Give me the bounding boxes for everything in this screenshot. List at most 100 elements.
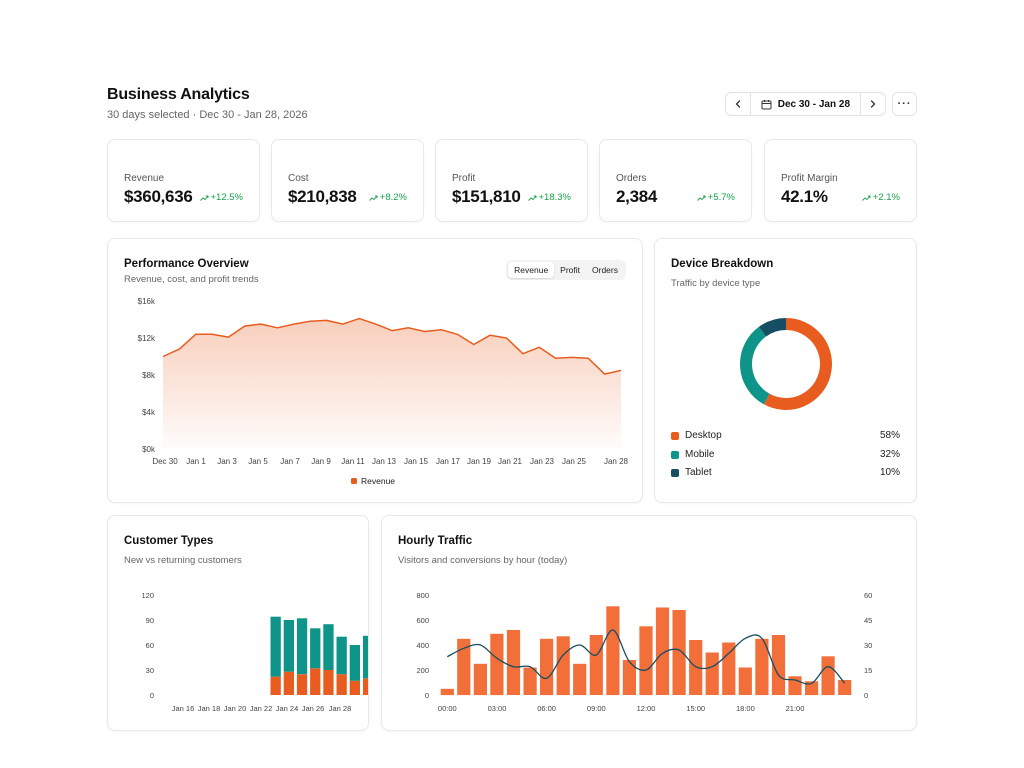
bar-visitors (689, 640, 703, 695)
kpi-value: $360,636 (124, 187, 193, 206)
next-range-button[interactable] (861, 93, 885, 115)
x-tick-label: 12:00 (637, 704, 656, 713)
kpi-card-orders: Orders 2,384 +5.7% (599, 139, 752, 222)
bar-visitors (506, 630, 521, 695)
card-title: Hourly Traffic (398, 535, 473, 547)
bar-returning (310, 628, 321, 669)
donut-slice-desktop (763, 318, 832, 410)
legend-item-tablet: Tablet 10% (671, 467, 900, 478)
more-options-button[interactable]: ··· (892, 92, 917, 116)
bar-visitors (655, 607, 670, 695)
bar-visitors (738, 667, 752, 695)
date-range-picker: Dec 30 - Jan 28 (724, 92, 886, 116)
bar-visitors (457, 638, 471, 696)
x-tick-label: Jan 11 (341, 457, 365, 466)
kpi-card-profit: Profit $151,810 +18.3% (435, 139, 588, 222)
prev-range-button[interactable] (726, 93, 750, 115)
x-tick-label: Jan 13 (372, 457, 397, 466)
x-tick-label: 00:00 (438, 704, 457, 713)
calendar-icon (761, 99, 772, 109)
kpi-delta: +12.5% (199, 192, 244, 203)
legend-label: Revenue (361, 476, 395, 486)
page-subtitle: 30 days selected · Dec 30 - Jan 28, 2026 (107, 109, 308, 121)
bar-new (270, 676, 281, 695)
x-tick-label: 09:00 (587, 704, 606, 713)
y-tick-label-right: 30 (864, 641, 872, 650)
trend-up-icon (368, 195, 378, 201)
date-range-button[interactable]: Dec 30 - Jan 28 (749, 93, 861, 115)
card-subtitle: Visitors and conversions by hour (today) (398, 555, 568, 566)
y-tick-label-right: 15 (864, 666, 872, 675)
card-subtitle: Traffic by device type (671, 278, 761, 289)
bar-visitors (722, 642, 736, 695)
tab-revenue[interactable]: Revenue (508, 262, 555, 278)
y-tick-label: $8k (142, 371, 156, 380)
bar-visitors (573, 663, 587, 696)
hourly-traffic-chart: 0 200 400 600 800 0 15 30 45 60 00:00 03:00 06:00 09:… (416, 591, 872, 713)
y-tick-label-left: 200 (416, 666, 429, 675)
bar-visitors (589, 635, 603, 695)
kpi-delta: +2.1% (861, 192, 900, 203)
page-title: Business Analytics (107, 86, 250, 103)
legend-swatch (671, 431, 679, 440)
x-tick-label: Jan 19 (467, 457, 492, 466)
y-tick-label-left: 600 (416, 616, 429, 625)
kpi-label: Revenue (124, 173, 165, 184)
legend-swatch (351, 478, 357, 484)
revenue-area-chart: $0k $4k $8k $12k $16k Dec 30 Jan 1 Jan 3 Jan 5 Ja… (138, 297, 629, 486)
bar-visitors (771, 635, 786, 695)
bar-new (363, 678, 368, 695)
legend-label: Tablet (685, 467, 712, 478)
customer-stacked-bar-chart: 0 30 60 90 120 Jan 16 Jan 18 Jan 20 Jan 22 Jan 24… (141, 591, 368, 713)
donut-slice-mobile (740, 326, 770, 405)
y-tick-label-right: 45 (864, 616, 872, 625)
trend-up-icon (696, 195, 706, 201)
y-tick-label-left: 400 (416, 641, 429, 650)
kpi-label: Cost (288, 173, 309, 184)
kpi-delta-value: +5.7% (707, 192, 735, 203)
bar-new (296, 674, 308, 695)
y-tick-label: 120 (141, 591, 154, 600)
x-tick-label: Dec 30 (152, 457, 178, 466)
tab-orders[interactable]: Orders (592, 265, 618, 275)
y-tick-label: 90 (146, 616, 154, 625)
kpi-label: Profit (452, 173, 476, 184)
x-tick-label: Jan 28 (604, 457, 629, 466)
y-tick-label-left: 800 (416, 591, 429, 600)
bar-returning (270, 616, 281, 677)
x-tick-label: Jan 21 (498, 457, 523, 466)
customer-types-card: Customer Types New vs returning customer… (107, 515, 369, 731)
y-tick-label: $4k (142, 408, 156, 417)
trend-up-icon (199, 195, 208, 201)
kpi-delta: +8.2% (368, 192, 407, 203)
bar-returning (296, 618, 308, 675)
bar-visitors (821, 656, 835, 696)
legend-percent: 58% (879, 430, 900, 441)
x-tick-label: Jan 1 (186, 457, 206, 466)
bar-new (336, 674, 347, 695)
bar-returning (363, 635, 368, 679)
kpi-delta-value: +12.5% (210, 192, 244, 203)
bar-visitors (523, 667, 537, 695)
kpi-delta-value: +18.3% (538, 192, 572, 203)
kpi-delta-value: +8.2% (379, 192, 407, 203)
x-tick-label: Jan 28 (329, 704, 352, 713)
bar-returning (349, 645, 360, 681)
conversions-line (446, 629, 846, 685)
bar-visitors (705, 652, 719, 695)
trend-up-icon (861, 195, 871, 201)
x-tick-label: Jan 24 (276, 704, 299, 713)
x-tick-label: Jan 26 (302, 704, 325, 713)
card-subtitle: New vs returning customers (124, 555, 242, 566)
bar-visitors (606, 606, 620, 696)
x-tick-label: 03:00 (488, 704, 507, 713)
y-tick-label-right: 60 (864, 591, 872, 600)
tab-profit[interactable]: Profit (560, 265, 581, 275)
y-tick-label: $12k (138, 334, 156, 343)
bar-returning (323, 624, 334, 670)
y-tick-label-left: 0 (425, 691, 429, 700)
card-title: Customer Types (124, 535, 214, 547)
y-tick-label: 30 (146, 666, 154, 675)
x-tick-label: Jan 18 (198, 704, 221, 713)
legend-percent: 32% (879, 449, 900, 460)
